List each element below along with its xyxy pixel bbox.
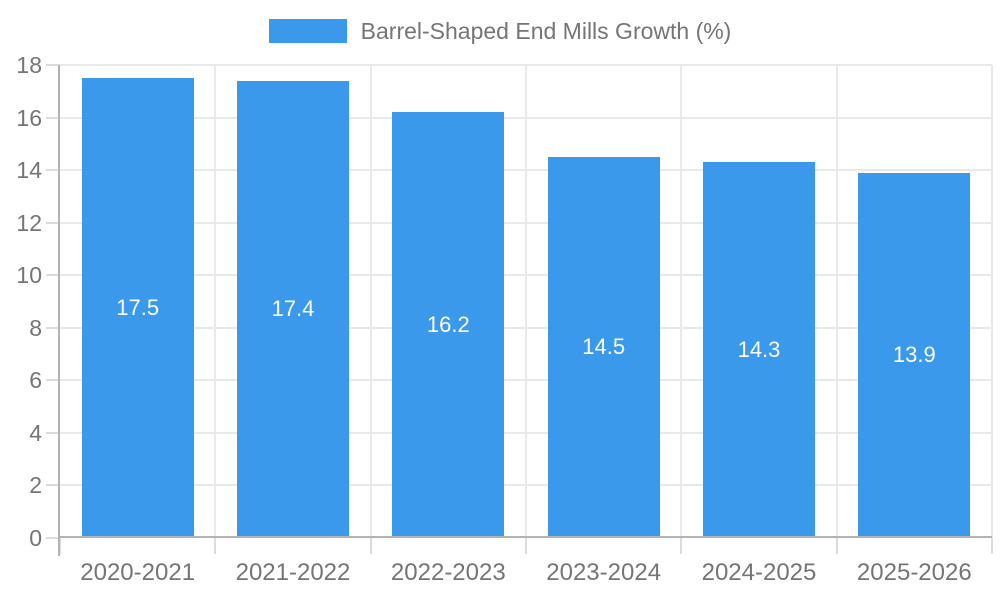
bar[interactable] <box>237 80 349 538</box>
legend[interactable]: Barrel-Shaped End Mills Growth (%) <box>0 16 1000 46</box>
bar-value-label: 16.2 <box>426 312 470 338</box>
x-axis-tick <box>525 538 527 554</box>
x-axis-tick <box>991 538 993 554</box>
bar-value-label: 14.5 <box>582 334 626 360</box>
x-axis-label: 2020-2021 <box>80 559 196 586</box>
vertical-gridline <box>991 65 993 538</box>
y-axis-tick-label: 6 <box>29 367 42 394</box>
y-axis-tick-label: 12 <box>16 209 42 236</box>
x-axis-label: 2023-2024 <box>546 559 662 586</box>
y-axis-tick <box>46 169 60 172</box>
x-axis-label: 2024-2025 <box>701 559 817 586</box>
y-axis-tick <box>46 274 60 277</box>
y-axis-tick-label: 2 <box>29 472 42 499</box>
x-axis-label: 2022-2023 <box>390 559 506 586</box>
y-axis-tick-label: 4 <box>29 419 42 446</box>
legend-label: Barrel-Shaped End Mills Growth (%) <box>360 17 732 44</box>
vertical-gridline <box>525 65 527 538</box>
vertical-gridline <box>835 65 838 538</box>
y-axis-tick <box>46 379 60 382</box>
legend-swatch-icon <box>268 19 347 43</box>
bar[interactable] <box>703 162 815 538</box>
y-axis-tick-label: 14 <box>16 157 42 184</box>
vertical-gridline <box>680 65 683 538</box>
y-axis-tick <box>46 221 60 224</box>
bar[interactable] <box>81 78 194 538</box>
y-axis-tick-label: 16 <box>16 104 42 131</box>
y-axis-tick-label: 8 <box>29 314 42 341</box>
bar[interactable] <box>392 112 505 538</box>
y-axis-tick <box>46 431 60 434</box>
x-axis-tick <box>369 538 372 554</box>
bar-value-label: 17.4 <box>271 296 315 322</box>
x-axis-tick <box>214 538 217 554</box>
x-axis-label: 2021-2022 <box>235 559 351 586</box>
bar-value-label: 13.9 <box>892 342 936 368</box>
y-axis-tick <box>46 116 60 119</box>
y-axis-tick-label: 18 <box>16 52 42 78</box>
y-axis-tick <box>46 326 60 329</box>
y-axis-tick-label: 0 <box>29 525 42 551</box>
y-axis-tick <box>46 484 60 487</box>
bar[interactable] <box>858 172 971 538</box>
y-axis-tick <box>46 537 60 539</box>
x-axis-tick <box>59 538 61 554</box>
bar-value-label: 14.3 <box>737 337 781 363</box>
vertical-gridline <box>214 65 217 538</box>
x-axis-tick <box>835 538 838 554</box>
x-axis-line <box>60 536 992 538</box>
y-axis-tick-label: 10 <box>16 262 42 289</box>
x-axis-label: 2025-2026 <box>856 559 972 586</box>
bar[interactable] <box>547 156 660 538</box>
vertical-gridline <box>369 65 372 538</box>
y-axis-tick <box>46 64 60 66</box>
bar-value-label: 17.5 <box>116 295 160 321</box>
y-axis-line <box>58 65 60 556</box>
x-axis-tick <box>680 538 683 554</box>
